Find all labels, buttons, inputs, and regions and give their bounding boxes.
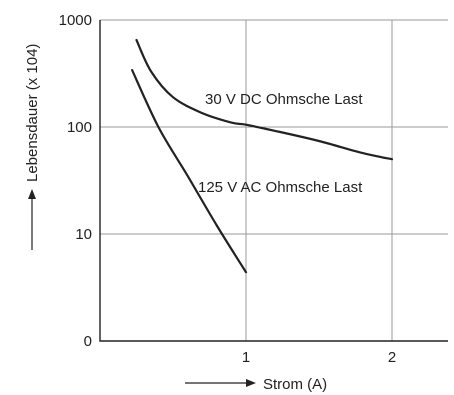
y-tick-label-0: 0 bbox=[84, 333, 92, 350]
x-axis-arrow-head bbox=[246, 379, 256, 387]
y-tick-label-100: 100 bbox=[67, 119, 92, 136]
axes bbox=[99, 20, 448, 342]
series-line-125v-ac bbox=[131, 69, 248, 274]
series-label-125v-ac: 125 V AC Ohmsche Last bbox=[198, 179, 363, 196]
x-axis-label: Strom (A) bbox=[263, 376, 327, 393]
x-tick-label-1: 1 bbox=[242, 349, 250, 366]
tick-labels: 0 10 100 1000 1 2 bbox=[59, 12, 397, 366]
series-line-30v-dc bbox=[135, 38, 394, 161]
x-tick-label-2: 2 bbox=[388, 349, 396, 366]
x-axis-label-group: Strom (A) bbox=[185, 376, 327, 393]
plot-frame-axes bbox=[99, 20, 448, 342]
y-axis-label-group: Lebensdauer (x 104) bbox=[24, 44, 41, 250]
series-labels: 30 V DC Ohmsche Last 125 V AC Ohmsche La… bbox=[198, 91, 363, 196]
y-axis-arrow-head bbox=[28, 189, 36, 199]
series-label-30v-dc: 30 V DC Ohmsche Last bbox=[205, 91, 363, 108]
y-tick-label-10: 10 bbox=[75, 226, 92, 243]
series-lines bbox=[131, 38, 394, 274]
y-axis-label: Lebensdauer (x 104) bbox=[24, 44, 41, 182]
y-tick-label-1000: 1000 bbox=[59, 12, 92, 29]
